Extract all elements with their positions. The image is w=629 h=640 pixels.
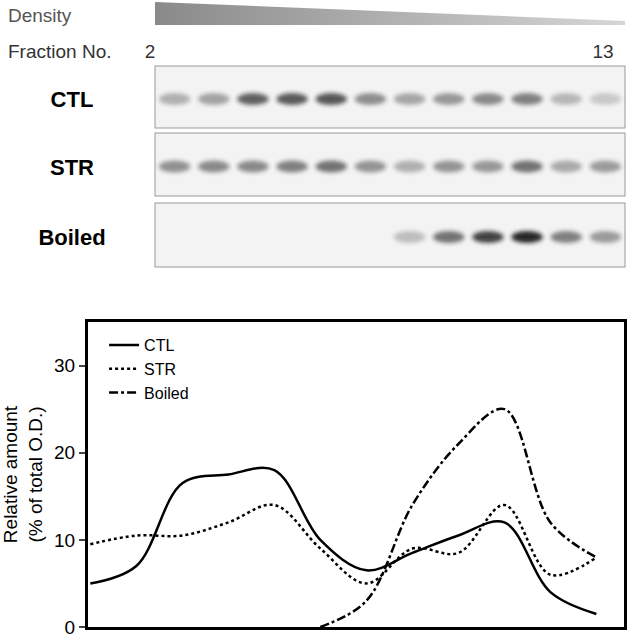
svg-text:Fraction No.: Fraction No. <box>8 41 111 62</box>
svg-text:Boiled: Boiled <box>144 385 188 402</box>
svg-text:STR: STR <box>50 155 94 180</box>
svg-text:13: 13 <box>592 41 613 62</box>
svg-text:30: 30 <box>54 355 75 376</box>
svg-text:Density: Density <box>8 5 72 26</box>
svg-text:CTL: CTL <box>51 87 94 112</box>
svg-text:10: 10 <box>54 530 75 551</box>
svg-text:0: 0 <box>65 617 76 638</box>
svg-text:Boiled: Boiled <box>38 225 105 250</box>
svg-text:Relative amount(% of total O.D: Relative amount(% of total O.D.) <box>0 405 46 543</box>
svg-text:CTL: CTL <box>144 337 174 354</box>
svg-text:2: 2 <box>145 41 156 62</box>
svg-text:20: 20 <box>54 442 75 463</box>
svg-text:STR: STR <box>144 361 176 378</box>
